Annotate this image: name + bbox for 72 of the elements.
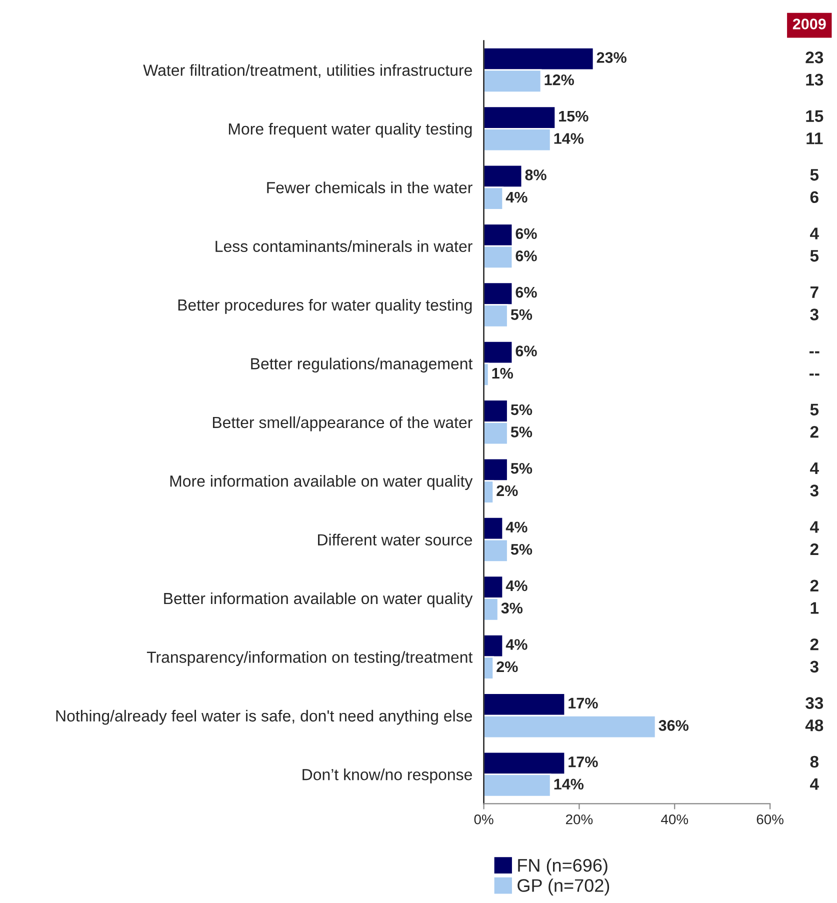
data-label: 1%	[492, 368, 514, 379]
data-label: 8%	[525, 170, 546, 180]
data-label: 6%	[516, 228, 537, 240]
legend-label: FN (n=696)	[518, 858, 608, 876]
data-label: 5%	[510, 463, 532, 474]
data-label: 2%	[496, 661, 518, 672]
y-tick-label: Better regulations/management	[251, 358, 473, 373]
text: 15	[806, 110, 824, 122]
text: 3	[810, 660, 818, 673]
data-label: 4%	[506, 522, 528, 532]
y-tick-label: Better procedures for water quality testing	[178, 298, 472, 314]
text: 2009	[792, 18, 826, 30]
data-label: 5%	[510, 426, 532, 438]
y-tick-label: Fewer chemicals in the water	[267, 182, 472, 194]
data-label: 17%	[568, 756, 598, 768]
data-label: 15%	[559, 110, 588, 122]
text: 23	[806, 52, 824, 64]
text: 48	[805, 719, 824, 732]
y-tick-label: Don’t know/no response	[302, 768, 472, 784]
data-label: 36%	[658, 720, 688, 731]
text: 5	[810, 404, 819, 416]
text: 4	[810, 521, 819, 533]
x-tick-label: 60%	[756, 814, 784, 824]
x-tick-label: 0%	[474, 814, 494, 824]
text: 3	[810, 484, 818, 496]
text: 5	[810, 250, 819, 262]
text: --	[810, 374, 820, 376]
y-tick-label: Nothing/already feel water is safe, don't need anything else	[56, 710, 472, 725]
y-tick-label: Transparency/information on testing/treatment	[146, 651, 473, 666]
y-tick-label: Different water source	[318, 534, 472, 546]
text: 13	[806, 74, 824, 86]
y-tick-label: Better information available on water quality	[164, 592, 473, 608]
data-label: 2%	[496, 485, 518, 496]
text: 4	[810, 228, 819, 240]
data-label: 17%	[568, 698, 598, 709]
text: 5	[810, 169, 819, 181]
text: 2	[810, 638, 818, 650]
data-label: 6%	[516, 346, 537, 356]
x-tick-label: 20%	[566, 814, 593, 824]
y-tick-label: Water filtration/treatment, utilities infrastructure	[143, 64, 472, 78]
legend-label: GP (n=702)	[518, 878, 610, 896]
y-tick-label: Less contaminants/minerals in water	[216, 240, 472, 252]
data-label: 14%	[554, 778, 584, 790]
text: 2	[810, 543, 818, 556]
data-label: 5%	[510, 544, 532, 555]
text: 3	[810, 308, 818, 320]
data-label: 6%	[516, 250, 537, 262]
data-label: 4%	[506, 192, 528, 203]
y-tick-label: More information available on water quality	[170, 475, 473, 490]
y-tick-label: Better smell/appearance of the water	[212, 416, 472, 432]
data-label: 4%	[506, 580, 528, 592]
text: 6	[810, 191, 818, 203]
y-tick-label: More frequent water quality testing	[228, 122, 472, 138]
data-label: 14%	[554, 133, 584, 144]
text: 4	[810, 778, 819, 790]
x-tick-label: 40%	[661, 814, 688, 824]
text: 11	[806, 132, 823, 144]
text: 7	[810, 286, 818, 298]
data-label: 12%	[544, 74, 574, 86]
text: --	[810, 351, 820, 354]
data-label: 6%	[516, 286, 537, 298]
text: 1	[810, 602, 819, 614]
text: 4	[810, 462, 819, 474]
data-label: 5%	[510, 309, 532, 320]
text: 8	[810, 756, 819, 768]
data-label: 4%	[506, 639, 528, 650]
data-label: 23%	[596, 52, 626, 63]
data-label: 5%	[510, 404, 532, 416]
text: 33	[806, 697, 824, 709]
text: 2	[810, 426, 818, 438]
data-label: 3%	[501, 602, 523, 614]
text: 2	[810, 580, 818, 592]
